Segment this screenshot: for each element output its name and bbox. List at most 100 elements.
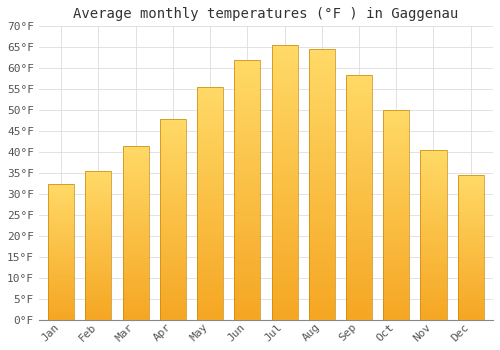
Bar (346, 239, 372, 241)
Bar (234, 226, 260, 229)
Bar (122, 176, 148, 177)
Bar (308, 255, 335, 258)
Bar (48, 264, 74, 266)
Bar (48, 312, 74, 314)
Bar (86, 314, 112, 316)
Bar (122, 153, 148, 155)
Bar (272, 186, 297, 188)
Bar (160, 149, 186, 151)
Bar (346, 114, 372, 116)
Bar (420, 194, 446, 196)
Bar (48, 304, 74, 305)
Bar (346, 200, 372, 202)
Bar (383, 112, 409, 114)
Bar (160, 157, 186, 159)
Bar (197, 160, 223, 162)
Bar (48, 223, 74, 225)
Bar (160, 171, 186, 173)
Bar (234, 161, 260, 164)
Bar (122, 265, 148, 266)
Bar (48, 187, 74, 188)
Bar (122, 148, 148, 149)
Bar (346, 207, 372, 210)
Bar (308, 266, 335, 269)
Bar (197, 99, 223, 101)
Bar (272, 161, 297, 163)
Bar (458, 232, 483, 233)
Bar (383, 203, 409, 205)
Bar (122, 158, 148, 160)
Bar (346, 139, 372, 141)
Bar (420, 155, 446, 157)
Bar (48, 232, 74, 233)
Bar (234, 68, 260, 70)
Bar (272, 122, 297, 125)
Bar (122, 272, 148, 273)
Bar (458, 255, 483, 257)
Bar (420, 220, 446, 222)
Bar (308, 117, 335, 120)
Bar (458, 258, 483, 259)
Bar (420, 288, 446, 290)
Bar (308, 182, 335, 185)
Bar (346, 232, 372, 234)
Bar (160, 187, 186, 189)
Bar (160, 159, 186, 161)
Bar (383, 173, 409, 175)
Bar (308, 299, 335, 301)
Bar (458, 306, 483, 307)
Bar (48, 230, 74, 232)
Bar (160, 169, 186, 171)
Bar (272, 208, 297, 210)
Bar (234, 86, 260, 89)
Bar (420, 188, 446, 189)
Bar (272, 210, 297, 213)
Bar (48, 241, 74, 243)
Bar (308, 285, 335, 288)
Bar (383, 234, 409, 236)
Bar (48, 263, 74, 264)
Bar (272, 86, 297, 89)
Bar (197, 241, 223, 243)
Bar (86, 279, 112, 280)
Bar (160, 125, 186, 127)
Bar (420, 314, 446, 315)
Bar (197, 171, 223, 173)
Bar (383, 119, 409, 121)
Bar (346, 254, 372, 257)
Bar (272, 240, 297, 243)
Bar (308, 158, 335, 160)
Bar (272, 100, 297, 103)
Bar (308, 76, 335, 79)
Bar (420, 225, 446, 227)
Bar (160, 262, 186, 264)
Bar (48, 276, 74, 278)
Bar (420, 256, 446, 257)
Bar (122, 247, 148, 249)
Bar (234, 109, 260, 112)
Bar (122, 224, 148, 226)
Bar (197, 162, 223, 164)
Bar (458, 248, 483, 249)
Bar (272, 106, 297, 108)
Bar (48, 195, 74, 196)
Bar (160, 232, 186, 233)
Bar (272, 67, 297, 70)
Bar (308, 87, 335, 90)
Bar (122, 149, 148, 151)
Bar (308, 190, 335, 193)
Bar (122, 296, 148, 298)
Bar (86, 308, 112, 310)
Bar (160, 179, 186, 181)
Bar (308, 290, 335, 293)
Bar (234, 188, 260, 190)
Bar (234, 237, 260, 239)
Bar (48, 268, 74, 270)
Bar (197, 155, 223, 157)
Bar (122, 209, 148, 210)
Bar (234, 60, 260, 320)
Bar (122, 315, 148, 317)
Bar (234, 89, 260, 91)
Bar (122, 167, 148, 169)
Bar (272, 81, 297, 84)
